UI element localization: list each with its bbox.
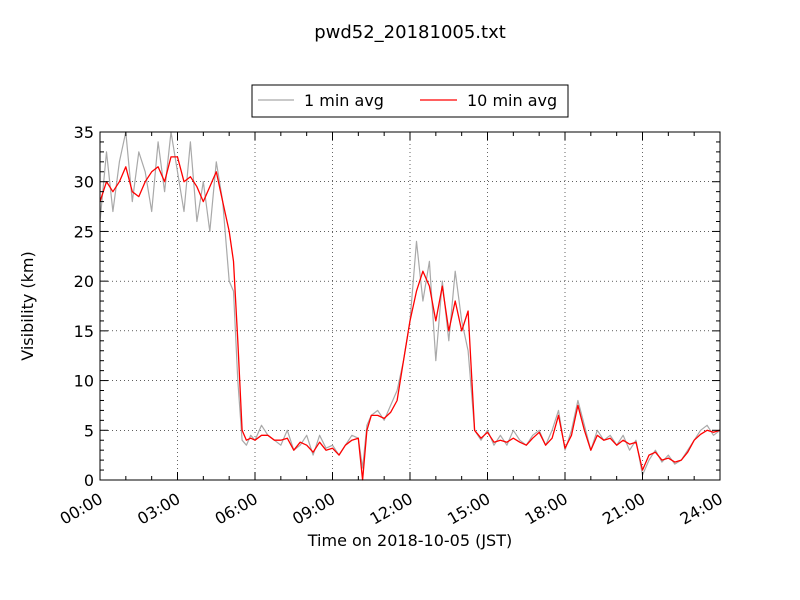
legend: 1 min avg 10 min avg [251, 84, 569, 118]
grid [100, 132, 720, 480]
y-tick-label: 35 [74, 123, 94, 142]
x-tick-label: 24:00 [677, 489, 726, 529]
series-line-10min-avg [99, 156, 721, 481]
x-tick-label: 03:00 [134, 489, 183, 529]
x-tick-label: 15:00 [444, 489, 493, 529]
x-tick-label: 21:00 [599, 489, 648, 529]
x-tick-labels: 00:00 03:00 06:00 09:00 12:00 15:00 18:00 21:00… [57, 489, 726, 529]
chart-title: pwd52_20181005.txt [314, 22, 506, 43]
series-layer [99, 131, 721, 481]
series-line-1min-avg [99, 131, 721, 476]
y-tick-label: 0 [84, 471, 94, 490]
y-tick-label: 10 [74, 372, 94, 391]
legend-label-10min: 10 min avg [467, 91, 557, 110]
legend-label-1min: 1 min avg [304, 91, 384, 110]
x-tick-label: 06:00 [212, 489, 261, 529]
y-axis-label: Visibility (km) [18, 251, 37, 360]
y-tick-label: 30 [74, 173, 94, 192]
x-tick-label: 09:00 [289, 489, 338, 529]
legend-box [251, 84, 569, 118]
plot-frame [99, 131, 721, 481]
x-axis-label: Time on 2018-10-05 (JST) [307, 531, 512, 550]
y-tick-label: 25 [74, 222, 94, 241]
y-tick-label: 5 [84, 421, 94, 440]
x-tick-label: 00:00 [57, 489, 106, 529]
axes [99, 131, 721, 481]
y-tick-label: 20 [74, 272, 94, 291]
x-tick-label: 18:00 [522, 489, 571, 529]
x-tick-label: 12:00 [367, 489, 416, 529]
y-tick-label: 15 [74, 322, 94, 341]
y-tick-labels: 0 5 10 15 20 25 30 35 [74, 123, 94, 490]
